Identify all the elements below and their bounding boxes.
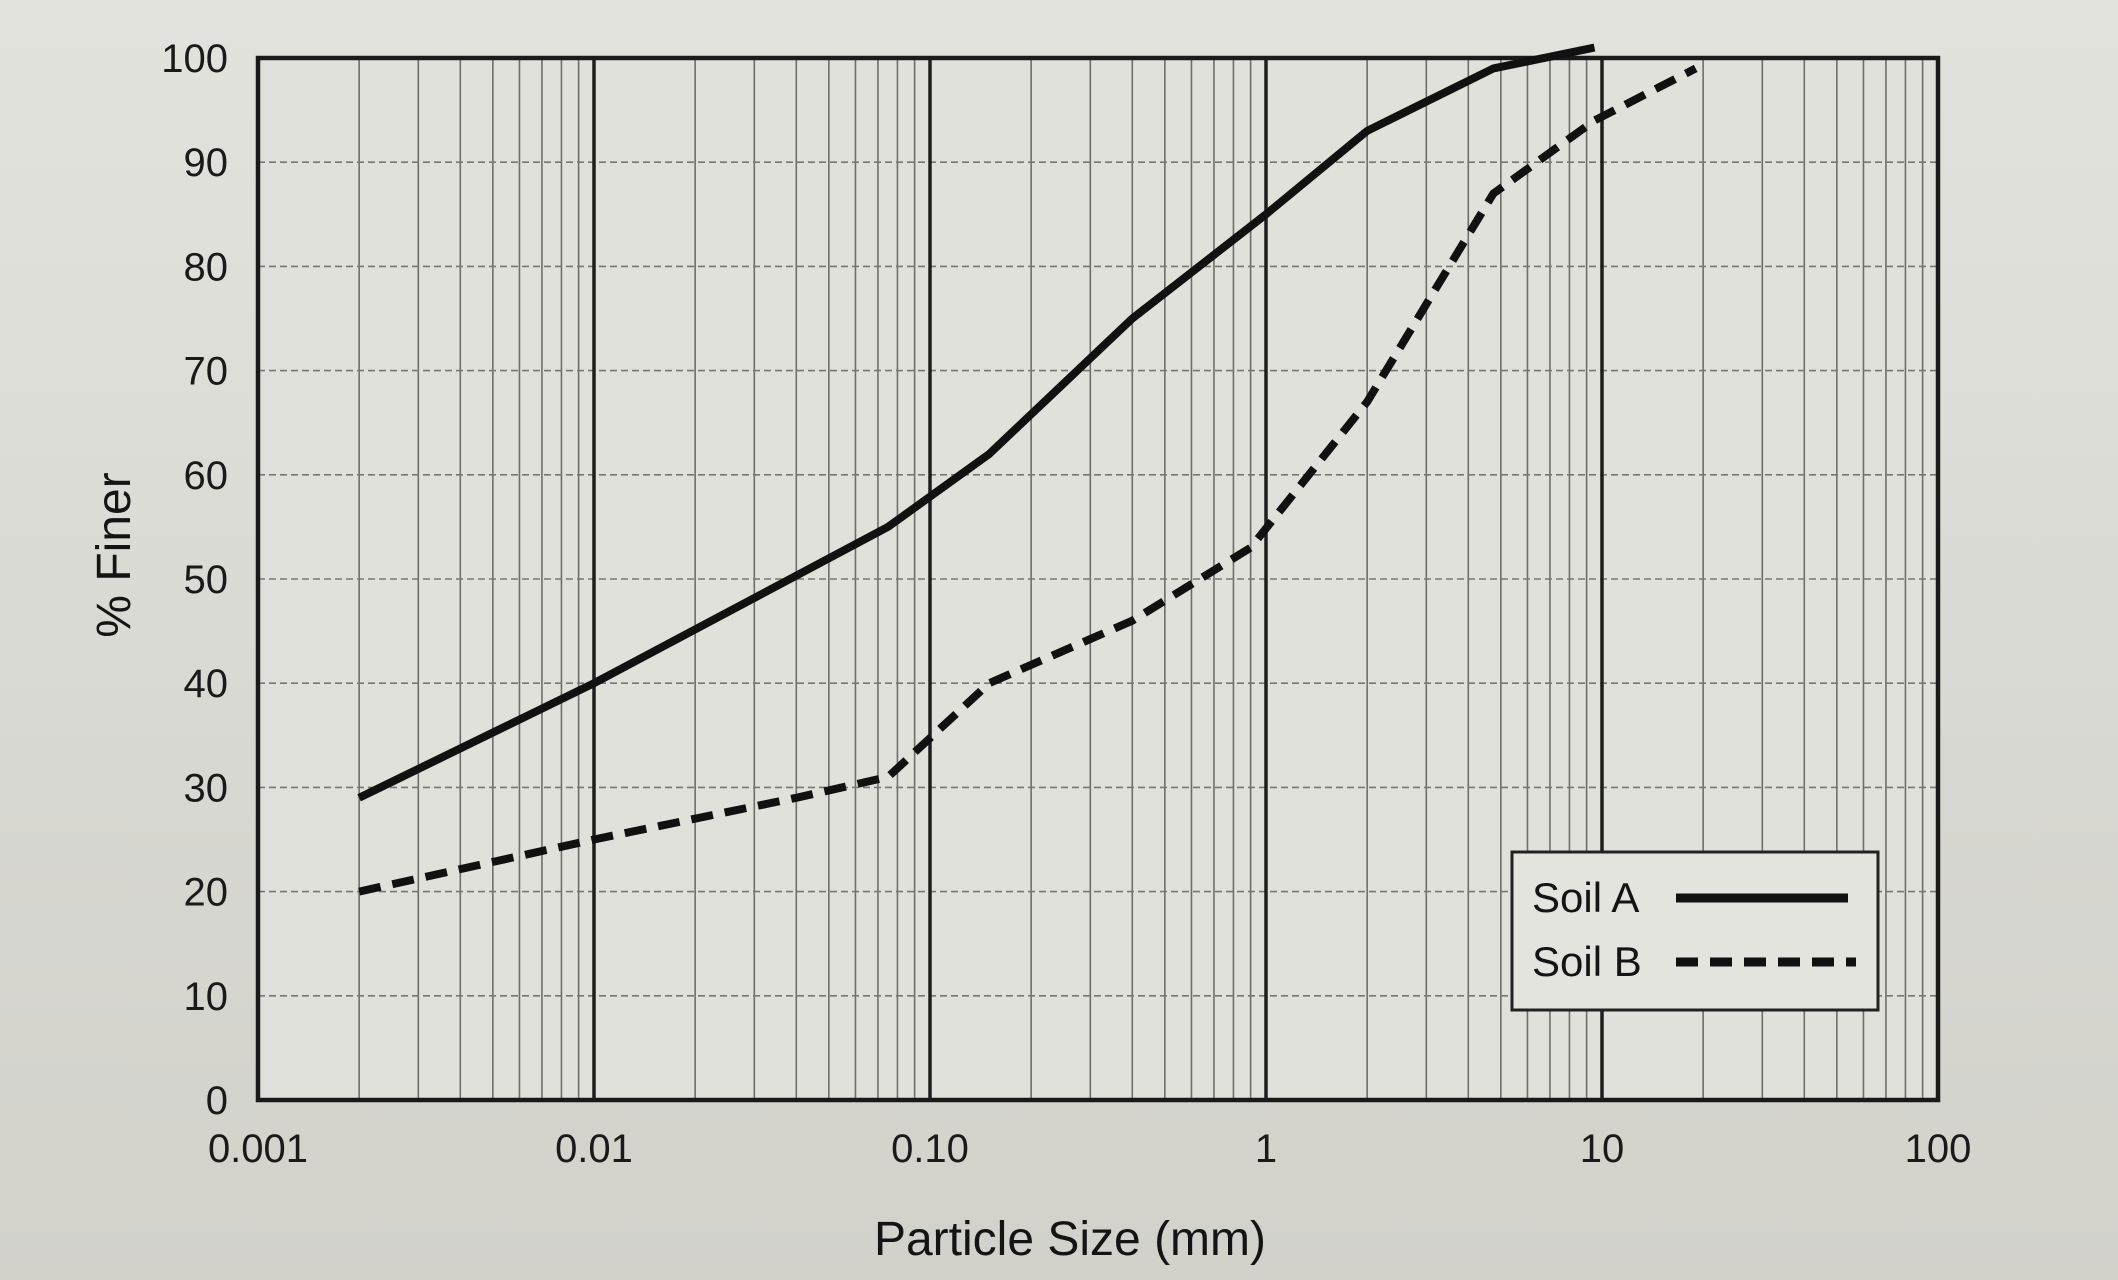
y-tick-label: 20	[184, 871, 229, 915]
y-tick-label: 0	[206, 1079, 228, 1123]
y-tick-label: 50	[184, 558, 229, 602]
tick-labels: 0 10 20 30 40 50 60 70 80 90 100 0.001 0.01 0.10 1 10 10…	[161, 37, 1971, 1171]
y-axis-title: % Finer	[88, 472, 141, 637]
legend: Soil A Soil B	[1510, 850, 1880, 1012]
x-tick-label: 100	[1905, 1127, 1972, 1171]
y-tick-label: 10	[184, 975, 229, 1019]
legend-box	[1510, 850, 1880, 1012]
legend-label-soil-b: Soil B	[1532, 938, 1642, 985]
y-tick-label: 80	[184, 245, 229, 289]
y-tick-label: 60	[184, 454, 229, 498]
y-tick-label: 30	[184, 766, 229, 810]
y-tick-label: 100	[161, 37, 228, 81]
series-lines	[357, 43, 1698, 896]
x-axis-title: Particle Size (mm)	[874, 1213, 1266, 1266]
y-tick-label: 40	[184, 662, 229, 706]
legend-label-soil-a: Soil A	[1532, 874, 1639, 921]
x-tick-label: 1	[1255, 1127, 1277, 1171]
series-line-soil-a	[357, 43, 1596, 802]
series-line-soil-b	[358, 64, 1698, 896]
plot-border	[255, 55, 1941, 1103]
x-tick-label: 10	[1580, 1127, 1625, 1171]
y-tick-label: 70	[184, 350, 229, 394]
x-tick-label: 0.10	[891, 1127, 969, 1171]
x-tick-label: 0.01	[555, 1127, 633, 1171]
x-tick-label: 0.001	[208, 1127, 308, 1171]
y-tick-label: 90	[184, 141, 229, 185]
